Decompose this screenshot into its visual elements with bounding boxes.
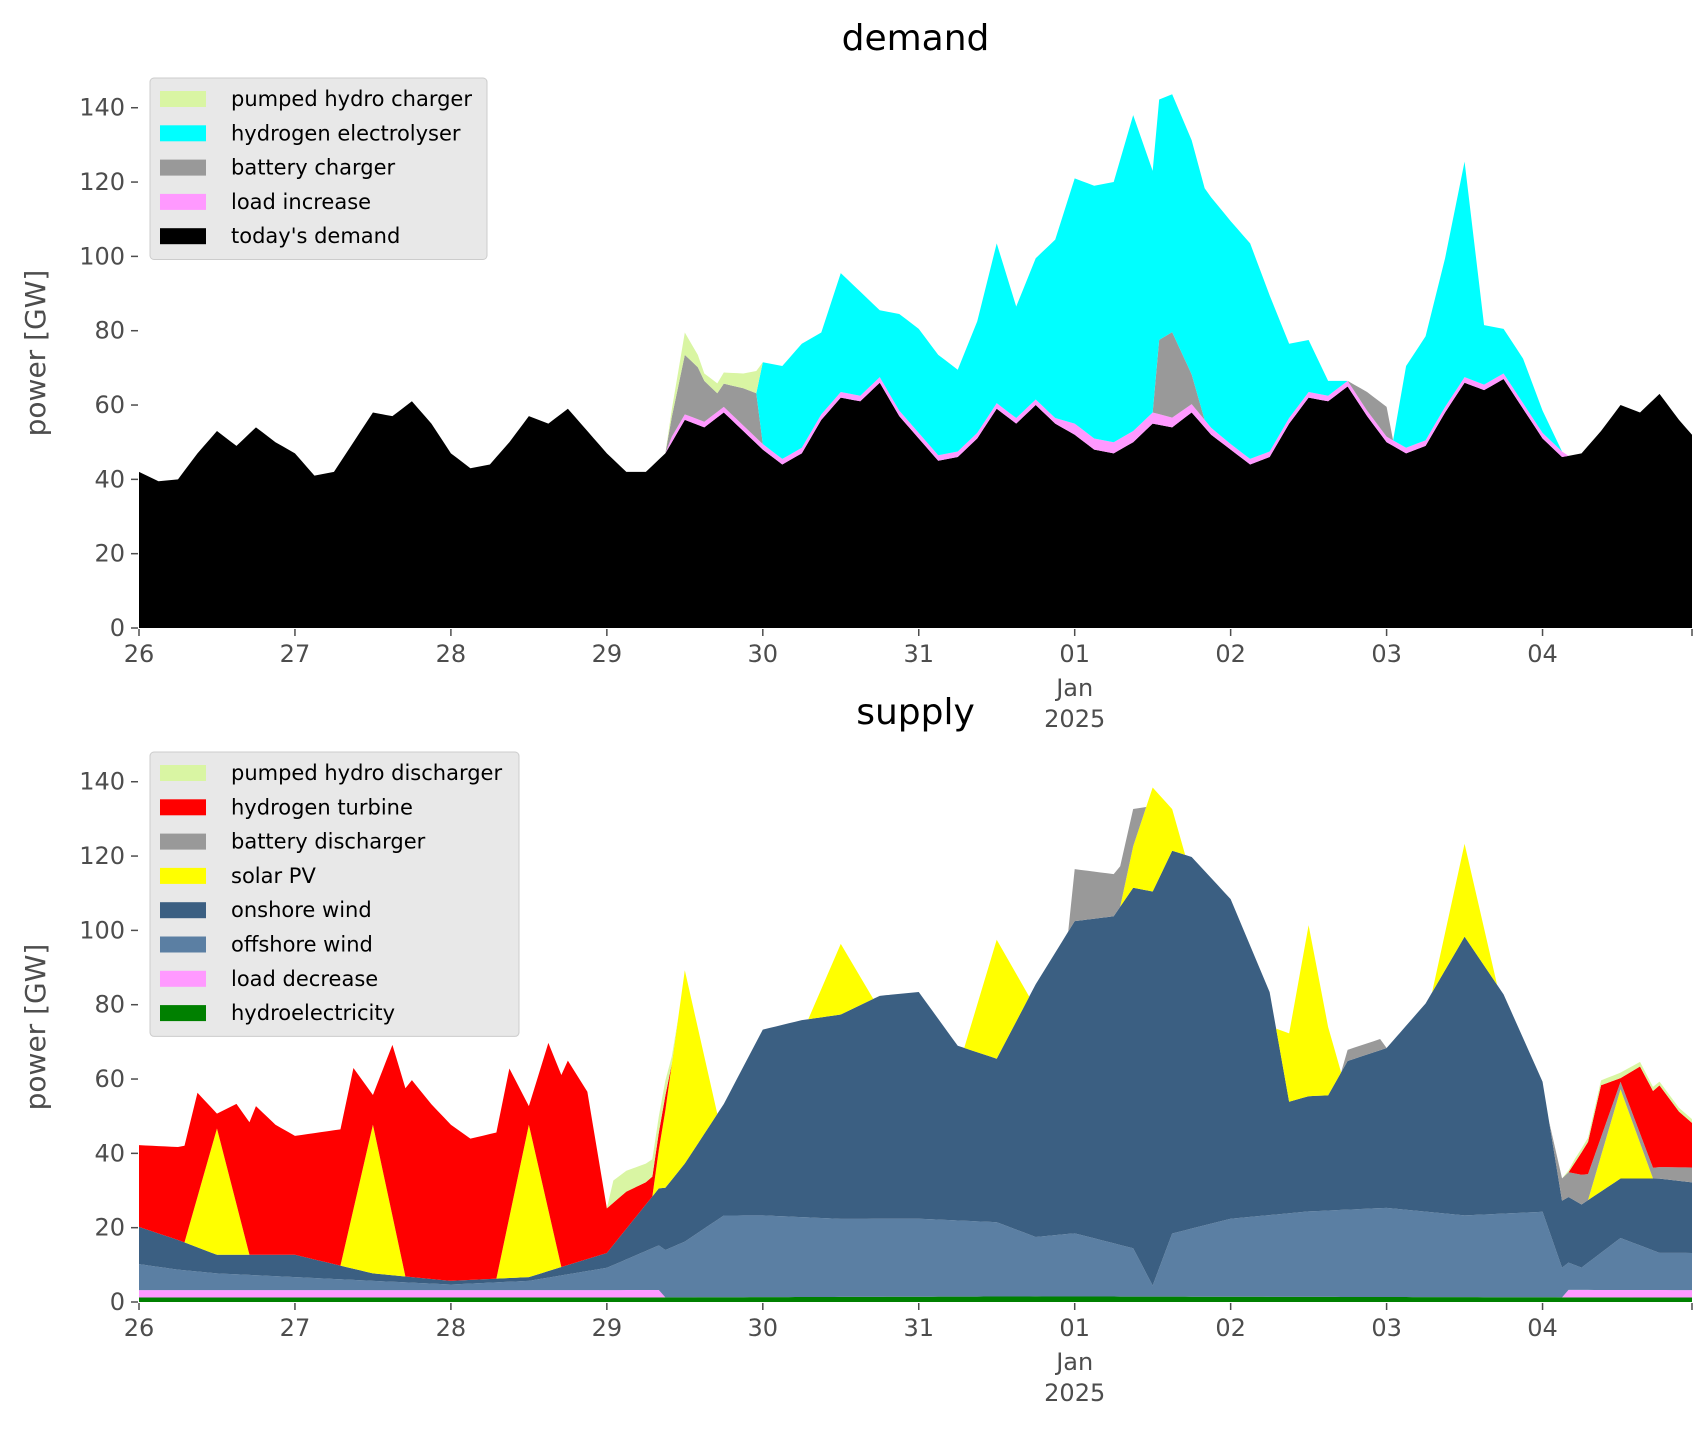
demand-ytick-label: 100 bbox=[79, 242, 125, 270]
supply-legend-label-load-decrease: load decrease bbox=[231, 967, 378, 991]
demand-ytick-label: 60 bbox=[94, 391, 125, 419]
demand-xtick-label: 27 bbox=[280, 640, 311, 668]
supply-ytick-label: 40 bbox=[94, 1139, 125, 1167]
demand-legend-label-today-s-demand: today's demand bbox=[231, 224, 400, 248]
demand-legend-swatch-today-s-demand bbox=[160, 228, 206, 245]
demand-ytick-label: 120 bbox=[79, 168, 125, 196]
demand-legend-swatch-load-increase bbox=[160, 193, 206, 210]
supply-xtick-label: 26 bbox=[124, 1314, 155, 1342]
supply-title: supply bbox=[856, 692, 975, 733]
demand-legend-label-load-increase: load increase bbox=[231, 190, 371, 214]
supply-xtick-label: 03 bbox=[1371, 1314, 1402, 1342]
demand-area-today-s-demand bbox=[139, 379, 1692, 628]
demand-xtick-label: 30 bbox=[748, 640, 779, 668]
supply-ytick-label: 0 bbox=[110, 1288, 125, 1316]
supply-xtick-label: 31 bbox=[903, 1314, 934, 1342]
demand-legend-label-hydrogen-electrolyser: hydrogen electrolyser bbox=[231, 121, 461, 145]
supply-legend-swatch-hydrogen-turbine bbox=[160, 799, 206, 816]
supply-xtick-label: 30 bbox=[748, 1314, 779, 1342]
supply-area-hydroelectricity bbox=[139, 1296, 1692, 1302]
demand-ylabel: power [GW] bbox=[19, 270, 52, 437]
demand-xtick-label: 04 bbox=[1527, 640, 1558, 668]
demand-xtick-label: 28 bbox=[436, 640, 467, 668]
demand-legend-swatch-battery-charger bbox=[160, 159, 206, 176]
demand-xtick-label: 26 bbox=[124, 640, 155, 668]
demand-ytick-label: 0 bbox=[110, 614, 125, 642]
supply-legend-label-pumped-hydro-discharger: pumped hydro discharger bbox=[231, 761, 502, 785]
supply-xtick-label: 02 bbox=[1215, 1314, 1246, 1342]
supply-legend-label-hydrogen-turbine: hydrogen turbine bbox=[231, 795, 413, 819]
demand-xtick-label: 29 bbox=[592, 640, 623, 668]
demand-xtick-label: 02 bbox=[1215, 640, 1246, 668]
supply-legend-swatch-pumped-hydro-discharger bbox=[160, 765, 206, 781]
demand-legend-label-pumped-hydro-charger: pumped hydro charger bbox=[231, 87, 472, 111]
demand-legend-swatch-hydrogen-electrolyser bbox=[160, 125, 206, 142]
supply-ytick-label: 80 bbox=[94, 991, 125, 1019]
supply-area-hydrogen-turbine bbox=[139, 787, 1692, 1281]
demand-area-load-increase bbox=[139, 373, 1692, 482]
supply-area-onshore-wind bbox=[139, 850, 1692, 1286]
supply-ytick-label: 60 bbox=[94, 1065, 125, 1093]
demand-xtick-sublabel: 2025 bbox=[1044, 705, 1105, 733]
supply-ytick-label: 140 bbox=[79, 768, 125, 796]
supply-area-offshore-wind bbox=[139, 1207, 1692, 1298]
supply-legend-swatch-load-decrease bbox=[160, 970, 206, 987]
supply-legend-label-hydroelectricity: hydroelectricity bbox=[231, 1001, 395, 1025]
supply-xtick-label: 28 bbox=[436, 1314, 467, 1342]
supply-xtick-label: 01 bbox=[1059, 1314, 1090, 1342]
supply-legend-swatch-battery-discharger bbox=[160, 833, 206, 850]
demand-area-hydrogen-electrolyser bbox=[139, 94, 1692, 482]
supply-ylabel: power [GW] bbox=[19, 944, 52, 1111]
supply-xtick-label: 29 bbox=[592, 1314, 623, 1342]
supply-legend-box bbox=[149, 751, 520, 1037]
supply-legend-label-solar-pv: solar PV bbox=[231, 864, 316, 888]
supply-ytick-label: 120 bbox=[79, 842, 125, 870]
demand-ytick-label: 40 bbox=[94, 465, 125, 493]
supply-xtick-label: 27 bbox=[280, 1314, 311, 1342]
supply-legend-swatch-solar-pv bbox=[160, 867, 206, 884]
supply-ytick-label: 20 bbox=[94, 1214, 125, 1242]
supply-xtick-sublabel: Jan bbox=[1054, 1348, 1093, 1376]
demand-legend-box bbox=[149, 77, 488, 260]
demand-title: demand bbox=[842, 18, 990, 59]
demand-ytick-label: 140 bbox=[79, 94, 125, 122]
supply-legend-swatch-offshore-wind bbox=[160, 936, 206, 953]
supply-legend-swatch-hydroelectricity bbox=[160, 1005, 206, 1022]
supply-legend-label-onshore-wind: onshore wind bbox=[231, 898, 372, 922]
supply-legend: pumped hydro discharger hydrogen turbine b… bbox=[149, 751, 520, 1037]
supply-xtick-label: 04 bbox=[1527, 1314, 1558, 1342]
demand-xtick-sublabel: Jan bbox=[1054, 674, 1093, 702]
demand-xtick-label: 31 bbox=[903, 640, 934, 668]
demand-xtick-label: 01 bbox=[1059, 640, 1090, 668]
demand-legend: pumped hydro charger hydrogen electrolyse… bbox=[149, 77, 488, 260]
demand-ytick-label: 80 bbox=[94, 317, 125, 345]
demand-area-battery-charger bbox=[139, 332, 1692, 482]
supply-legend-label-battery-discharger: battery discharger bbox=[231, 830, 426, 854]
supply-legend-swatch-onshore-wind bbox=[160, 902, 206, 919]
demand-xtick-label: 03 bbox=[1371, 640, 1402, 668]
supply-area-load-decrease bbox=[139, 1289, 1692, 1298]
demand-legend-swatch-pumped-hydro-charger bbox=[160, 91, 206, 107]
supply-xtick-sublabel: 2025 bbox=[1044, 1379, 1105, 1407]
supply-legend-label-offshore-wind: offshore wind bbox=[231, 933, 373, 957]
demand-legend-label-battery-charger: battery charger bbox=[231, 156, 396, 180]
supply-area-solar-pv bbox=[139, 787, 1692, 1281]
supply-ytick-label: 100 bbox=[79, 916, 125, 944]
demand-ytick-label: 20 bbox=[94, 540, 125, 568]
